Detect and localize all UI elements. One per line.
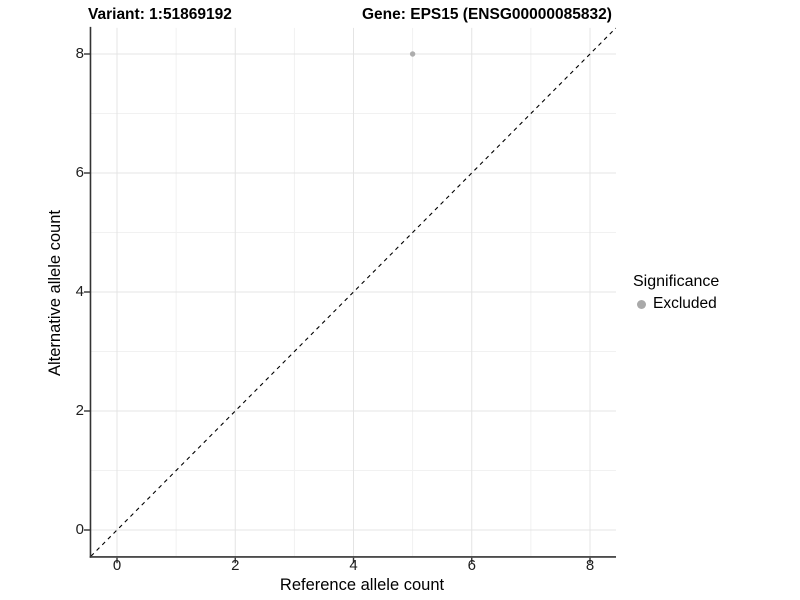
- y-axis-title: Alternative allele count: [46, 210, 64, 377]
- x-tick-label: 0: [112, 557, 122, 574]
- plot-title-gene: Gene: EPS15 (ENSG00000085832): [362, 6, 612, 23]
- x-axis-title: Reference allele count: [279, 576, 445, 594]
- y-tick-label: 6: [75, 164, 84, 181]
- x-tick-label: 2: [231, 557, 240, 574]
- x-tick-label: 6: [467, 557, 476, 574]
- data-point: [409, 51, 416, 57]
- y-tick-label: 4: [75, 283, 84, 300]
- plot-title-variant: Variant: 1:51869192: [88, 6, 232, 23]
- x-tick-label: 4: [349, 557, 358, 574]
- y-tick-label: 0: [75, 521, 84, 538]
- legend-title: Significance: [633, 273, 720, 290]
- legend: Significance Excluded: [633, 273, 719, 313]
- legend-item-label: Excluded: [653, 295, 717, 312]
- legend-item-excluded: Excluded: [633, 295, 719, 313]
- y-tick-label: 2: [75, 402, 84, 419]
- legend-point-swatch-icon: [637, 299, 646, 309]
- y-tick-label: 8: [75, 45, 84, 62]
- x-tick-label: 8: [585, 557, 595, 574]
